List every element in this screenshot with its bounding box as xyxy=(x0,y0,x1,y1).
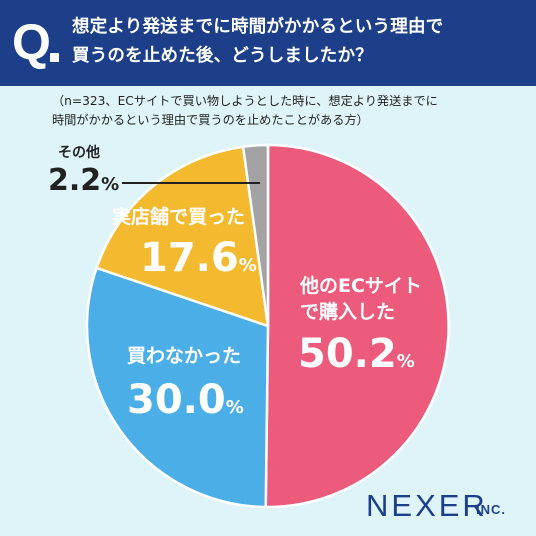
q-mark: Q xyxy=(12,14,51,70)
slice-other xyxy=(241,143,270,328)
slice-physical-store xyxy=(95,145,270,328)
question-text: 想定より発送までに時間がかかるという理由で 買うのを止めた後、どうしましたか？ xyxy=(72,17,444,66)
slice-did-not-buy xyxy=(85,266,270,509)
nexer-logo: NEXER xyxy=(366,488,488,523)
slice-value-other-ec-site: 50.2% xyxy=(298,331,415,377)
slice-value-other: 2.2% xyxy=(48,163,120,198)
q-dot xyxy=(50,53,59,62)
other-leader-line xyxy=(122,182,260,184)
slice-label-did-not-buy: 買わなかった xyxy=(127,345,242,367)
nexer-logo-inc: INC. xyxy=(476,502,506,517)
question-header: Q 想定より発送までに時間がかかるという理由で 買うのを止めた後、どうしましたか… xyxy=(0,0,536,86)
slice-value-physical-store: 17.6% xyxy=(140,235,257,281)
sample-note: （n=323、ECサイトで買い物しようとした時に、想定より発送までに 時間がかか… xyxy=(52,94,438,127)
slice-other-ec-site xyxy=(264,143,450,509)
slice-label-physical-store: 実店舗で買った xyxy=(112,206,246,228)
slice-label-other: その他 xyxy=(58,145,100,161)
slice-label-other-ec-site: 他のECサイト で購入した xyxy=(300,275,422,323)
slice-value-did-not-buy: 30.0% xyxy=(127,377,244,423)
